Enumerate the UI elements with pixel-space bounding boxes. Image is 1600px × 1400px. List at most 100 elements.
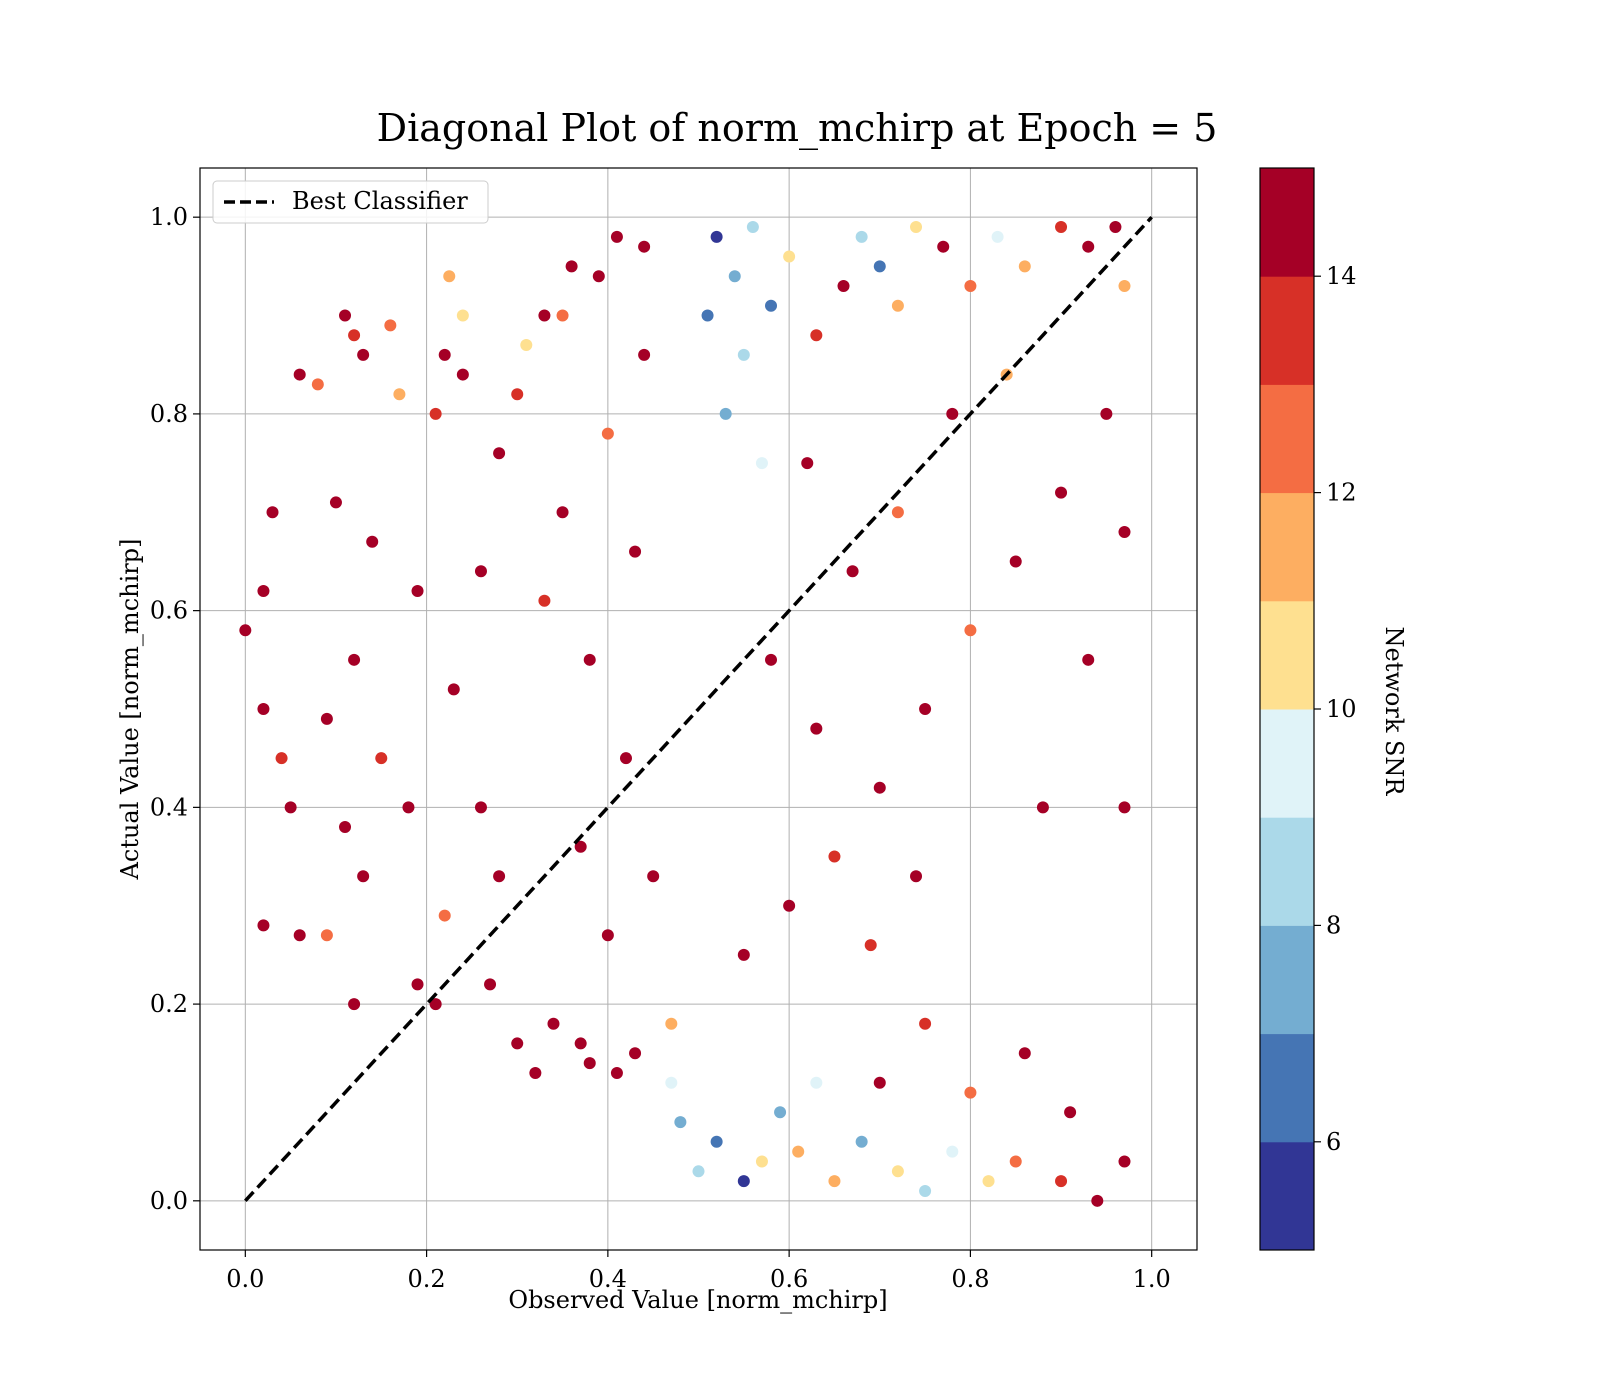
colorbar-tick-label: 12 [1326, 479, 1357, 507]
y-tick-label: 0.2 [150, 990, 188, 1018]
plot-area-frame [199, 167, 1198, 1251]
scatter-point [737, 348, 750, 361]
scatter-point [284, 801, 297, 814]
scatter-point [610, 230, 623, 243]
y-axis-label: Actual Value [norm_mchirp] [116, 539, 144, 881]
colorbar-label: Network SNR [1380, 627, 1408, 797]
x-tick-label: 0.2 [408, 1265, 446, 1293]
scatter-point [511, 1037, 524, 1050]
y-tick-label: 0.4 [150, 793, 188, 821]
scatter-point [257, 703, 270, 715]
scatter-point [919, 1184, 932, 1197]
scatter-point [964, 1086, 977, 1099]
scatter-point [919, 703, 932, 715]
scatter-point [855, 230, 868, 243]
scatter-point [474, 565, 487, 578]
scatter-point [474, 801, 487, 814]
scatter-point [810, 722, 823, 735]
scatter-point [592, 270, 605, 283]
scatter-point [937, 240, 950, 253]
scatter-point [810, 329, 823, 342]
x-tick-label: 0.8 [951, 1265, 989, 1293]
scatter-point [891, 506, 904, 519]
scatter-point [891, 1165, 904, 1178]
scatter-point [710, 1135, 723, 1148]
scatter-point [755, 457, 768, 470]
scatter-point [547, 1017, 560, 1030]
colorbar-segment [1260, 1033, 1314, 1143]
y-tick-label: 0.8 [150, 400, 188, 428]
scatter-point [366, 535, 379, 548]
scatter-point [701, 309, 714, 322]
scatter-point [837, 280, 850, 293]
scatter-point [257, 919, 270, 932]
scatter-point [1118, 1155, 1131, 1168]
scatter-point [583, 1057, 596, 1070]
scatter-point [638, 348, 651, 361]
scatter-point [556, 506, 569, 519]
scatter-point [393, 388, 406, 401]
scatter-point [411, 584, 424, 597]
scatter-point [411, 978, 424, 991]
scatter-point [511, 388, 524, 401]
colorbar-segment [1260, 168, 1314, 277]
y-tick-label: 0.0 [150, 1187, 188, 1215]
scatter-point [1064, 1106, 1077, 1119]
colorbar-segment [1260, 384, 1314, 494]
scatter-point [864, 939, 877, 952]
x-axis-label: Observed Value [norm_mchirp] [508, 1286, 887, 1314]
scatter-point [293, 929, 306, 942]
legend-label: Best Classifier [292, 187, 468, 215]
scatter-point [774, 1106, 787, 1119]
scatter-point [1118, 280, 1131, 293]
colorbar-tick-label: 14 [1326, 262, 1357, 290]
x-tick-label: 0.4 [589, 1265, 627, 1293]
colorbar-segment [1260, 709, 1314, 818]
scatter-point [855, 1135, 868, 1148]
scatter-point [520, 339, 533, 352]
scatter-point [601, 929, 614, 942]
scatter-point [692, 1165, 705, 1178]
scatter-point [583, 653, 596, 666]
scatter-point [746, 221, 759, 234]
scatter-point [765, 653, 778, 666]
scatter-point [348, 653, 361, 666]
scatter-point [810, 1076, 823, 1089]
colorbar-segment [1260, 492, 1314, 602]
y-tick-label: 1.0 [150, 203, 188, 231]
colorbar-segment [1260, 1141, 1314, 1251]
chart-title: Diagonal Plot of norm_mchirp at Epoch = … [377, 106, 1218, 151]
scatter-point [891, 299, 904, 312]
scatter-point [293, 368, 306, 381]
scatter-point [348, 998, 361, 1011]
scatter-point [1082, 653, 1095, 666]
scatter-point [919, 1017, 932, 1030]
scatter-point [1009, 555, 1022, 568]
scatter-point [846, 565, 859, 578]
scatter-point [447, 683, 460, 696]
colorbar-segment [1260, 600, 1314, 710]
scatter-point [946, 1145, 959, 1158]
scatter-point [982, 1175, 995, 1188]
scatter-point [946, 407, 959, 420]
scatter-point [443, 270, 456, 283]
scatter-point [801, 457, 814, 470]
scatter-point [783, 899, 796, 912]
scatter-point [1118, 525, 1131, 538]
scatter-point [1100, 407, 1113, 420]
scatter-point [375, 752, 388, 765]
scatter-point [828, 850, 841, 863]
scatter-point [1055, 1175, 1068, 1188]
scatter-point [1091, 1194, 1104, 1207]
scatter-point [665, 1017, 678, 1030]
scatter-point [1018, 260, 1031, 273]
scatter-point [629, 1047, 642, 1060]
scatter-point [493, 447, 506, 460]
scatter-point [239, 624, 252, 637]
best-classifier-line [244, 215, 1153, 1203]
scatter-point [710, 230, 723, 243]
y-axis-ticks: 0.0 0.2 0.4 0.6 0.8 1.0 [150, 203, 200, 1215]
scatter-point [329, 496, 342, 509]
scatter-point [538, 594, 551, 607]
